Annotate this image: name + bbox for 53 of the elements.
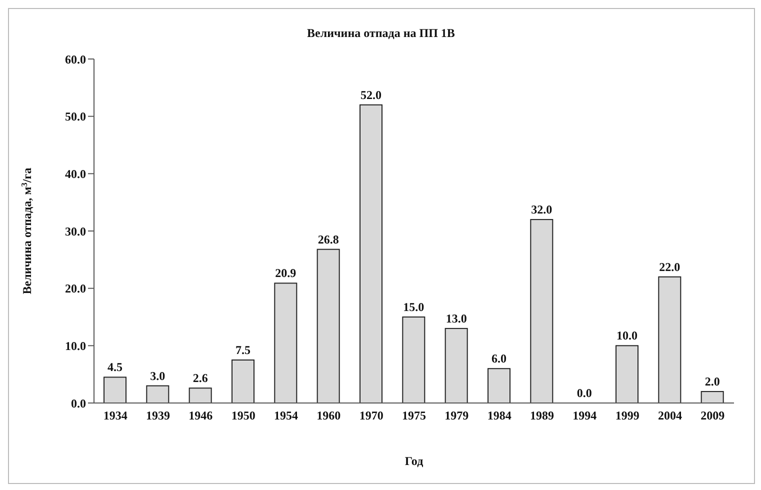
data-label: 6.0 — [492, 352, 506, 366]
bar — [188, 388, 212, 403]
data-label: 15.0 — [403, 300, 424, 314]
y-tick-label: 10.0 — [65, 338, 86, 353]
data-label: 3.0 — [150, 368, 166, 383]
bar — [616, 345, 638, 403]
x-tick-label: 2004 — [658, 408, 682, 423]
data-label: 52.0 — [360, 88, 382, 102]
data-label: 22.0 — [659, 260, 680, 274]
x-tick-label: 1979 — [444, 408, 469, 423]
bar — [316, 248, 340, 403]
x-axis-title: Год — [404, 454, 424, 468]
chart-title: Величина отпада на ПП 1В — [307, 26, 455, 40]
x-tick-label: 1946 — [188, 408, 213, 423]
y-tick-label: 30.0 — [65, 224, 86, 238]
x-tick-label: 1989 — [530, 408, 554, 423]
x-tick-label: 1934 — [103, 408, 128, 423]
y-tick-label: 0.0 — [71, 396, 86, 410]
y-tick-label: 40.0 — [65, 166, 86, 181]
data-label: 4.5 — [108, 360, 122, 374]
x-tick-label: 1960 — [316, 408, 341, 423]
bar — [700, 391, 724, 403]
data-label: 10.0 — [616, 328, 638, 343]
data-label: 2.6 — [192, 371, 208, 386]
bar — [274, 282, 298, 403]
y-tick-label: 60.0 — [65, 52, 86, 66]
y-tick-label: 20.0 — [65, 282, 86, 296]
data-label: 7.5 — [236, 343, 250, 357]
data-label: 32.0 — [531, 202, 552, 217]
bar — [146, 385, 170, 403]
x-tick-label: 1975 — [402, 408, 426, 423]
data-label: 0.0 — [576, 386, 592, 400]
x-tick-label: 1939 — [146, 408, 170, 423]
bar — [444, 328, 468, 403]
x-tick-label: 1999 — [615, 408, 640, 423]
bar — [360, 104, 382, 403]
bar — [232, 360, 254, 403]
x-tick-label: 1984 — [487, 408, 512, 423]
x-tick-label: 1970 — [359, 408, 384, 423]
data-label: 26.8 — [318, 232, 339, 246]
x-tick-label: 1950 — [231, 408, 256, 423]
x-tick-label: 1954 — [274, 408, 298, 423]
data-label: 13.0 — [446, 311, 467, 326]
x-tick-label: 2009 — [700, 408, 725, 423]
bar — [104, 376, 126, 403]
data-label: 20.9 — [275, 266, 296, 280]
data-label: 2.0 — [704, 374, 720, 389]
bar — [530, 219, 554, 403]
bar — [488, 368, 510, 403]
x-tick-label: 1994 — [572, 408, 597, 423]
bar — [658, 276, 682, 403]
bar — [402, 316, 426, 403]
y-tick-label: 50.0 — [65, 110, 86, 124]
